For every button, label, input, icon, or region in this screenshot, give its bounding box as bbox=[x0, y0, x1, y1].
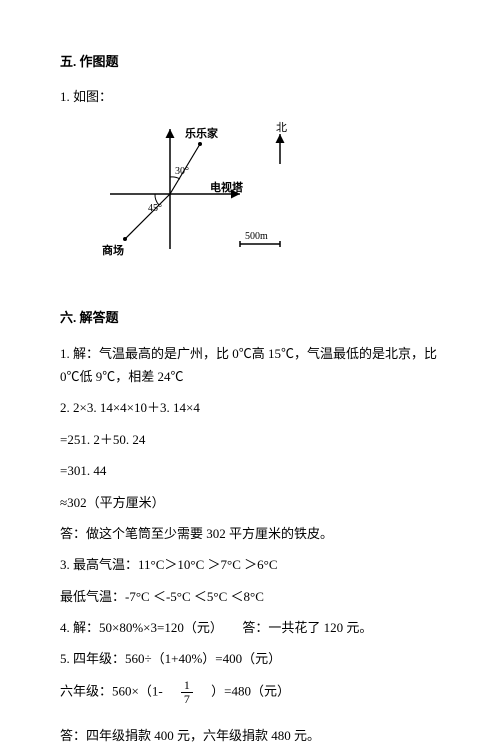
q6-1: 1. 解：气温最高的是广州，比 0℃高 15℃，气温最低的是北京，比 0℃低 9… bbox=[60, 342, 440, 389]
q6-3b: 最低气温：-7°C ＜-5°C ＜5°C ＜8°C bbox=[60, 585, 440, 608]
q6-5b-pre: 六年级：560×（1- bbox=[60, 684, 176, 699]
q6-2e: 答：做这个笔筒至少需要 302 平方厘米的铁皮。 bbox=[60, 522, 440, 545]
q6-5c: 答：四年级捐款 400 元，六年级捐款 480 元。 bbox=[60, 724, 440, 747]
q6-2b: =251. 2＋50. 24 bbox=[60, 428, 440, 451]
direction-diagram: 北 30° 45° 乐乐家 电视塔 商场 500m bbox=[90, 119, 440, 286]
fraction-1-7: 1 7 bbox=[181, 679, 193, 706]
q6-3a: 3. 最高气温：11°C＞10°C ＞7°C ＞6°C bbox=[60, 553, 440, 576]
tower-label: 电视塔 bbox=[210, 180, 244, 194]
lele-label: 乐乐家 bbox=[185, 126, 219, 140]
q6-4: 4. 解：50×80%×3=120（元） 答：一共花了 120 元。 bbox=[60, 616, 440, 639]
q6-2a: 2. 2×3. 14×4×10＋3. 14×4 bbox=[60, 396, 440, 419]
frac-num: 1 bbox=[181, 679, 193, 693]
angle30-label: 30° bbox=[175, 166, 189, 177]
north-label: 北 bbox=[276, 121, 287, 134]
scale-label: 500m bbox=[245, 231, 268, 242]
q6-2d: ≈302（平方厘米） bbox=[60, 491, 440, 514]
angle45-label: 45° bbox=[148, 203, 162, 214]
q6-5a: 5. 四年级：560÷（1+40%）=400（元） bbox=[60, 647, 440, 670]
q6-2c: =301. 44 bbox=[60, 459, 440, 482]
mall-label: 商场 bbox=[102, 243, 124, 257]
section5-title: 五. 作图题 bbox=[60, 50, 440, 73]
q5-1-text: 1. 如图： bbox=[60, 85, 440, 108]
q6-5b-post: ）=480（元） bbox=[198, 684, 290, 699]
frac-den: 7 bbox=[181, 693, 193, 706]
q6-5b: 六年级：560×（1- 1 7 ）=480（元） bbox=[60, 679, 440, 706]
section6-title: 六. 解答题 bbox=[60, 306, 440, 329]
